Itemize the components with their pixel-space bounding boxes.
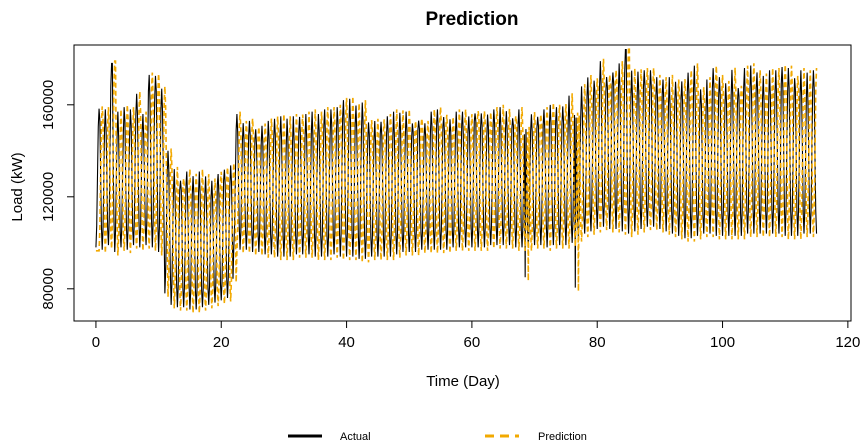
- legend-label-prediction: Prediction: [538, 431, 587, 443]
- y-tick-label: 120000: [40, 172, 57, 222]
- legend-label-actual: Actual: [340, 431, 371, 443]
- series-line-actual: [95, 49, 818, 310]
- x-tick-label: 20: [213, 334, 230, 351]
- x-tick-label: 0: [92, 334, 100, 351]
- y-tick-label: 160000: [40, 80, 57, 130]
- x-axis-label: Time (Day): [426, 373, 500, 390]
- x-tick-label: 100: [710, 334, 735, 351]
- y-tick-label: 80000: [40, 268, 57, 310]
- x-tick-label: 60: [464, 334, 481, 351]
- y-axis-label: Load (kW): [9, 152, 26, 221]
- x-tick-label: 120: [835, 334, 860, 351]
- x-axis: 0 20 40 60 80 100 120: [92, 320, 860, 351]
- chart-title: Prediction: [426, 9, 519, 30]
- legend: Actual Prediction: [288, 431, 587, 443]
- x-tick-label: 40: [338, 334, 355, 351]
- x-tick-label: 80: [589, 334, 606, 351]
- series-line-prediction: [95, 46, 818, 313]
- y-axis: 80000 120000 160000: [40, 80, 75, 310]
